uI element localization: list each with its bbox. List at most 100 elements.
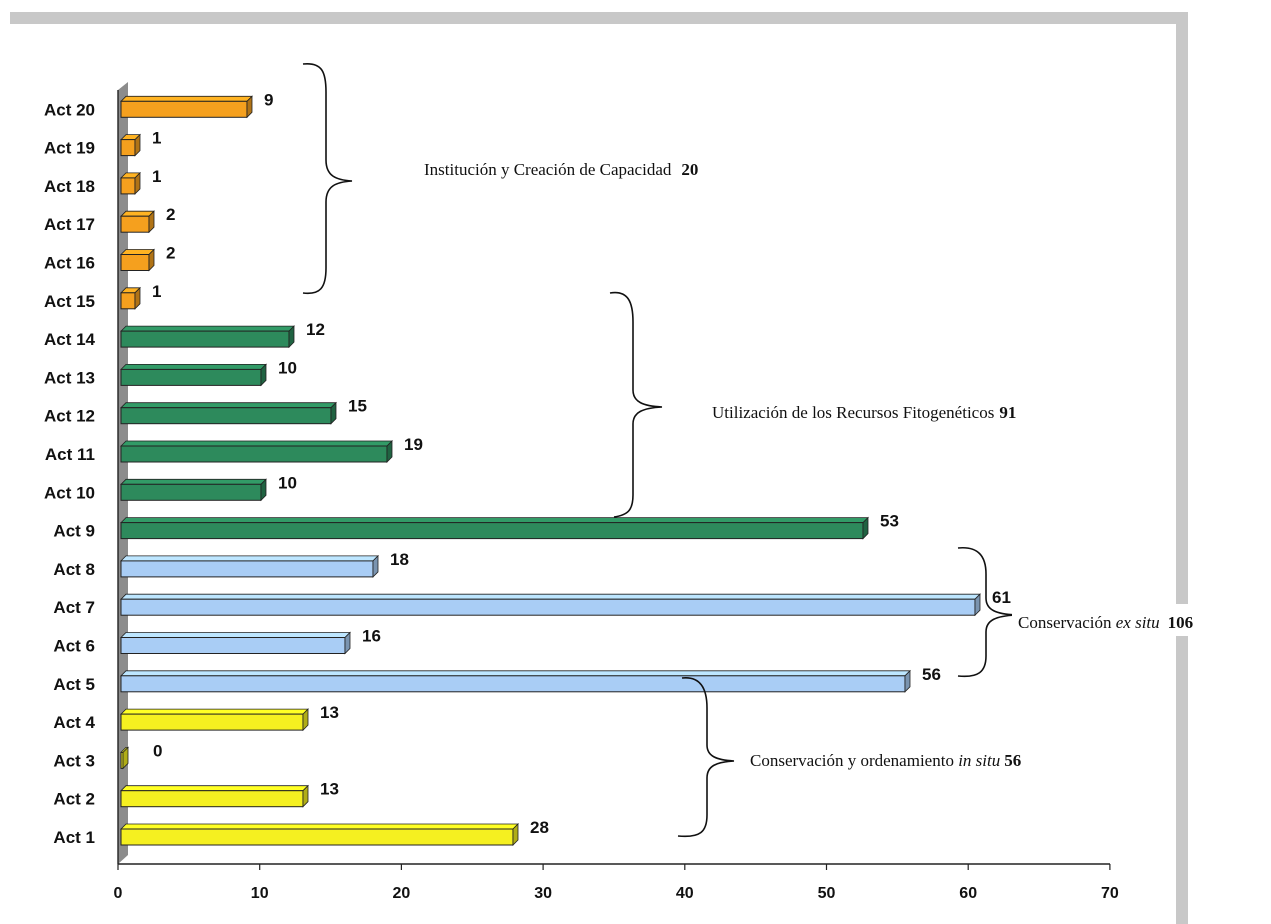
bars-layer [120, 95, 981, 846]
bar-top-face [120, 363, 267, 370]
brace-in-situ [677, 677, 735, 838]
data-label: 18 [390, 550, 409, 569]
bar-act-3 [120, 746, 129, 770]
y-tick-label: Act 13 [44, 368, 95, 387]
bar-side-face [974, 593, 981, 617]
y-tick-label: Act 5 [53, 675, 95, 694]
bar-front-face [120, 828, 514, 846]
bar-act-13 [120, 363, 267, 387]
bar-front-face [120, 215, 150, 233]
x-tick-label: 60 [959, 885, 977, 902]
bar-side-face [344, 631, 351, 655]
x-tick-label: 40 [676, 885, 694, 902]
annotation-ex-situ: Conservación ex situ 106 [1018, 613, 1193, 632]
data-label: 56 [922, 665, 941, 684]
data-label: 61 [992, 588, 1011, 607]
data-label: 16 [362, 627, 381, 646]
x-tick-label: 20 [393, 885, 411, 902]
y-tick-label: Act 16 [44, 254, 95, 273]
y-labels-layer: Act 1 Act 2 Act 3 Act 4 Act 5 Act 6 Act 7 Act 8… [44, 100, 96, 847]
bar-act-4 [120, 708, 309, 732]
bar-side-face [372, 554, 379, 578]
bar-act-10 [120, 478, 267, 502]
data-label: 12 [306, 320, 325, 339]
bar-side-face [246, 95, 253, 119]
bar-side-face [302, 784, 309, 808]
bar-side-face [904, 669, 911, 693]
bar-front-face [120, 100, 248, 118]
y-tick-label: Act 12 [44, 407, 95, 426]
bar-top-face [120, 402, 337, 409]
y-tick-label: Act 9 [53, 522, 95, 541]
annotation-ex-situ-bg [1012, 604, 1271, 636]
bar-side-face [122, 746, 129, 770]
bar-act-6 [120, 631, 351, 655]
brace-institucion [302, 63, 353, 295]
x-tick-label: 0 [114, 885, 123, 902]
bar-top-face [120, 555, 379, 562]
data-label: 10 [278, 473, 297, 492]
y-tick-label: Act 3 [53, 751, 95, 770]
y-tick-label: Act 7 [53, 598, 95, 617]
bar-side-face [386, 440, 393, 463]
y-tick-label: Act 11 [45, 445, 95, 464]
x-ticks-layer: 0 10 20 30 40 50 60 70 [114, 864, 1119, 902]
bar-side-face [134, 286, 141, 310]
data-label: 9 [264, 90, 273, 109]
bar-top-face [120, 325, 295, 332]
bar-act-12 [120, 401, 337, 425]
bar-side-face [330, 401, 337, 425]
x-tick-label: 30 [534, 885, 552, 902]
bar-side-face [260, 363, 267, 387]
bar-front-face [120, 292, 136, 310]
bar-act-15 [120, 286, 141, 310]
y-tick-label: Act 4 [53, 713, 95, 732]
bar-act-18 [120, 171, 141, 195]
data-label: 15 [348, 397, 367, 416]
bar-top-face [120, 785, 309, 792]
bar-side-face [134, 133, 141, 157]
bar-top-face [120, 478, 267, 485]
bar-front-face [120, 407, 332, 425]
x-tick-label: 50 [818, 885, 836, 902]
axis-wall [118, 82, 128, 864]
bar-front-face [120, 675, 906, 693]
bar-side-face [512, 823, 519, 846]
frame-right-border [1176, 12, 1188, 924]
y-tick-label: Act 18 [44, 177, 95, 196]
y-tick-label: Act 8 [53, 560, 95, 579]
bar-act-17 [120, 210, 155, 234]
y-tick-label: Act 10 [44, 483, 95, 502]
data-label: 2 [166, 244, 175, 263]
bar-side-face [148, 248, 155, 272]
y-tick-label: Act 6 [53, 637, 95, 656]
data-label: 1 [152, 129, 161, 148]
bar-act-19 [120, 133, 141, 157]
bar-act-2 [120, 784, 309, 808]
bar-act-16 [120, 248, 155, 272]
x-tick-label: 10 [251, 885, 269, 902]
bar-front-face [120, 483, 262, 501]
bar-top-face [120, 95, 253, 102]
bar-act-11 [120, 440, 393, 463]
bar-side-face [862, 516, 869, 540]
annotation-utilizacion-bg [702, 392, 1176, 434]
bar-side-face [302, 708, 309, 732]
data-label: 1 [152, 167, 161, 186]
bar-side-face [288, 325, 295, 349]
data-label: 2 [166, 205, 175, 224]
data-label: 13 [320, 703, 339, 722]
bar-act-8 [120, 554, 379, 578]
bar-side-face [148, 210, 155, 234]
bar-act-1 [120, 823, 519, 846]
data-label: 0 [153, 741, 162, 760]
bar-top-face [120, 823, 519, 830]
bar-act-7 [120, 593, 981, 617]
y-tick-label: Act 20 [44, 100, 95, 119]
data-label: 13 [320, 780, 339, 799]
y-tick-label: Act 14 [44, 330, 96, 349]
data-label: 28 [530, 818, 549, 837]
data-label: 1 [152, 282, 161, 301]
